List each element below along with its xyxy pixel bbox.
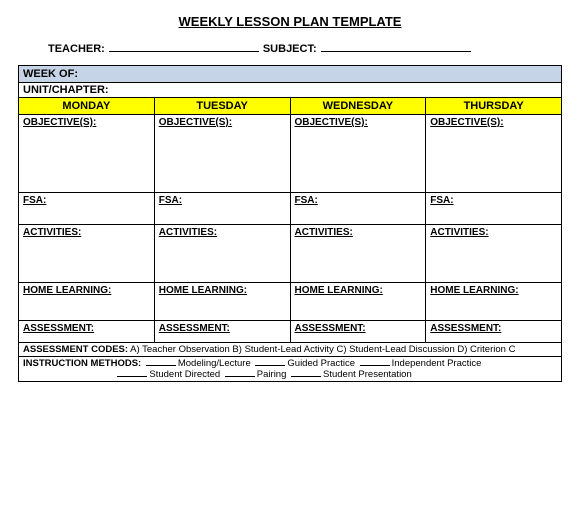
day-tuesday: TUESDAY [154,98,290,115]
fsa-thu: FSA: [426,193,562,225]
codes-row: ASSESSMENT CODES: A) Teacher Observation… [19,343,562,357]
week-of-cell: WEEK OF: [19,66,562,83]
day-wednesday: WEDNESDAY [290,98,426,115]
methods-row: INSTRUCTION METHODS: Modeling/Lecture Gu… [19,357,562,382]
home-tue: HOME LEARNING: [154,283,290,321]
fsa-tue: FSA: [154,193,290,225]
subject-blank [321,51,471,52]
activities-tue: ACTIVITIES: [154,225,290,283]
activities-thu: ACTIVITIES: [426,225,562,283]
assessment-mon: ASSESSMENT: [19,321,155,343]
lesson-plan-table: WEEK OF: UNIT/CHAPTER: MONDAY TUESDAY WE… [18,65,562,382]
objective-thu: OBJECTIVE(S): [426,115,562,193]
assessment-tue: ASSESSMENT: [154,321,290,343]
subject-label: SUBJECT: [263,43,317,55]
home-thu: HOME LEARNING: [426,283,562,321]
day-thursday: THURSDAY [426,98,562,115]
activities-mon: ACTIVITIES: [19,225,155,283]
home-wed: HOME LEARNING: [290,283,426,321]
unit-row: UNIT/CHAPTER: [19,83,562,98]
teacher-blank [109,51,259,52]
assessment-wed: ASSESSMENT: [290,321,426,343]
fsa-wed: FSA: [290,193,426,225]
unit-cell: UNIT/CHAPTER: [19,83,562,98]
codes-cell: ASSESSMENT CODES: A) Teacher Observation… [19,343,562,357]
methods-cell: INSTRUCTION METHODS: Modeling/Lecture Gu… [19,357,562,382]
home-mon: HOME LEARNING: [19,283,155,321]
day-header-row: MONDAY TUESDAY WEDNESDAY THURSDAY [19,98,562,115]
home-row: HOME LEARNING: HOME LEARNING: HOME LEARN… [19,283,562,321]
page-title: WEEKLY LESSON PLAN TEMPLATE [18,14,562,29]
week-of-row: WEEK OF: [19,66,562,83]
objective-tue: OBJECTIVE(S): [154,115,290,193]
activities-wed: ACTIVITIES: [290,225,426,283]
objective-wed: OBJECTIVE(S): [290,115,426,193]
fsa-mon: FSA: [19,193,155,225]
activities-row: ACTIVITIES: ACTIVITIES: ACTIVITIES: ACTI… [19,225,562,283]
assessment-row: ASSESSMENT: ASSESSMENT: ASSESSMENT: ASSE… [19,321,562,343]
objective-row: OBJECTIVE(S): OBJECTIVE(S): OBJECTIVE(S)… [19,115,562,193]
objective-mon: OBJECTIVE(S): [19,115,155,193]
day-monday: MONDAY [19,98,155,115]
header-fields: TEACHER: SUBJECT: [18,43,562,55]
assessment-thu: ASSESSMENT: [426,321,562,343]
teacher-label: TEACHER: [48,43,105,55]
fsa-row: FSA: FSA: FSA: FSA: [19,193,562,225]
